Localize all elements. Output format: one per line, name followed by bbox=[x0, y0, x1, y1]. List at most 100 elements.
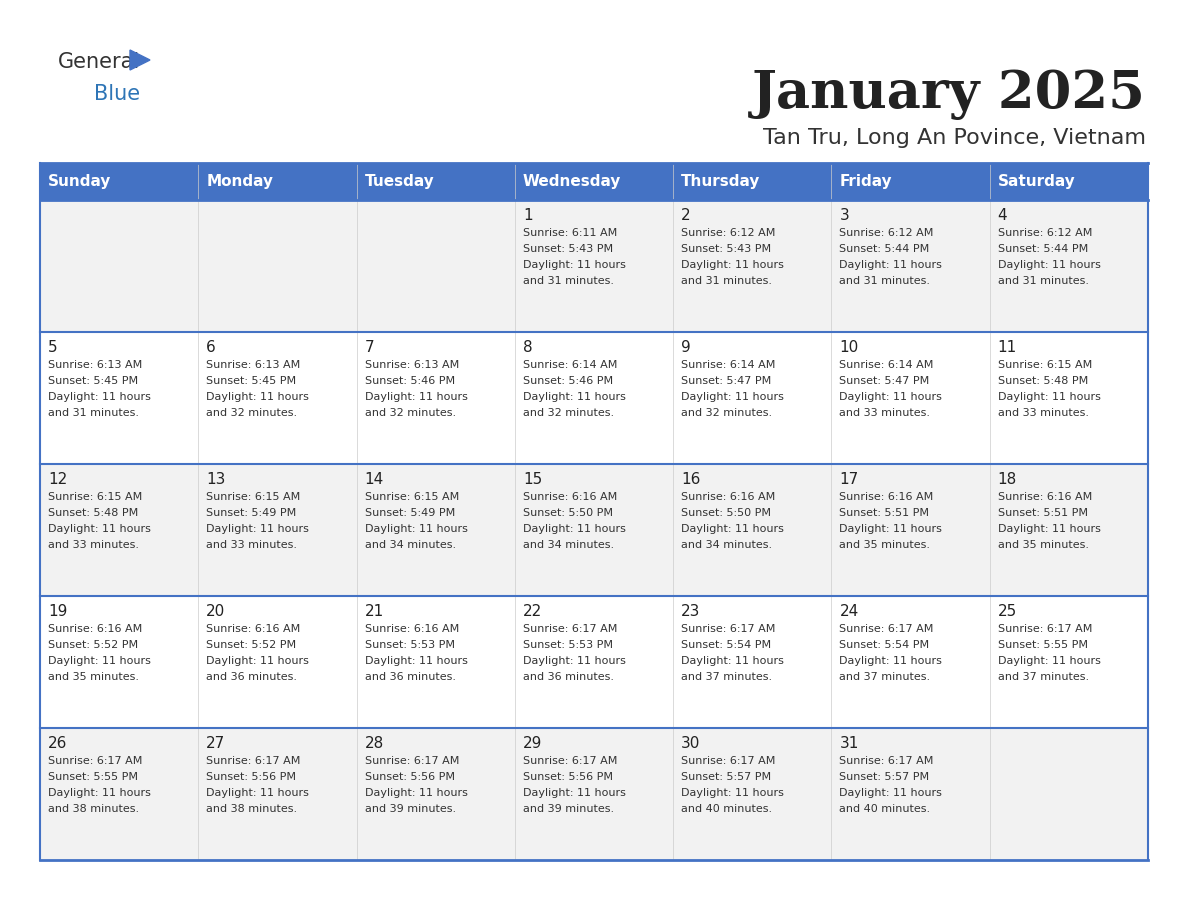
Text: Sunrise: 6:12 AM: Sunrise: 6:12 AM bbox=[840, 228, 934, 238]
Text: Tuesday: Tuesday bbox=[365, 174, 435, 189]
Text: and 35 minutes.: and 35 minutes. bbox=[998, 540, 1088, 550]
Bar bbox=[514, 163, 674, 200]
Text: and 37 minutes.: and 37 minutes. bbox=[840, 672, 930, 682]
Text: Daylight: 11 hours: Daylight: 11 hours bbox=[207, 392, 309, 402]
Text: Sunrise: 6:16 AM: Sunrise: 6:16 AM bbox=[207, 624, 301, 634]
Text: Sunset: 5:55 PM: Sunset: 5:55 PM bbox=[998, 640, 1088, 650]
Text: Sunrise: 6:17 AM: Sunrise: 6:17 AM bbox=[681, 624, 776, 634]
Text: Sunrise: 6:13 AM: Sunrise: 6:13 AM bbox=[207, 360, 301, 370]
Text: Sunset: 5:45 PM: Sunset: 5:45 PM bbox=[207, 376, 297, 386]
Bar bbox=[990, 464, 1148, 596]
Bar bbox=[674, 200, 832, 332]
Text: 18: 18 bbox=[998, 472, 1017, 487]
Text: Sunset: 5:44 PM: Sunset: 5:44 PM bbox=[998, 244, 1088, 254]
Text: and 38 minutes.: and 38 minutes. bbox=[207, 804, 297, 814]
Text: Saturday: Saturday bbox=[998, 174, 1075, 189]
Text: Sunrise: 6:11 AM: Sunrise: 6:11 AM bbox=[523, 228, 617, 238]
Text: and 40 minutes.: and 40 minutes. bbox=[681, 804, 772, 814]
Text: Sunrise: 6:17 AM: Sunrise: 6:17 AM bbox=[523, 756, 618, 766]
Text: Sunset: 5:53 PM: Sunset: 5:53 PM bbox=[523, 640, 613, 650]
Bar bbox=[356, 200, 514, 332]
Bar bbox=[40, 332, 198, 464]
Text: Sunset: 5:46 PM: Sunset: 5:46 PM bbox=[523, 376, 613, 386]
Text: Sunset: 5:43 PM: Sunset: 5:43 PM bbox=[681, 244, 771, 254]
Text: Daylight: 11 hours: Daylight: 11 hours bbox=[998, 260, 1100, 270]
Text: Sunrise: 6:17 AM: Sunrise: 6:17 AM bbox=[998, 624, 1092, 634]
Text: Sunrise: 6:15 AM: Sunrise: 6:15 AM bbox=[365, 492, 459, 502]
Bar bbox=[832, 728, 990, 860]
Text: 1: 1 bbox=[523, 208, 532, 223]
Text: and 36 minutes.: and 36 minutes. bbox=[365, 672, 455, 682]
Text: 29: 29 bbox=[523, 736, 542, 751]
Text: and 34 minutes.: and 34 minutes. bbox=[365, 540, 456, 550]
Text: and 34 minutes.: and 34 minutes. bbox=[681, 540, 772, 550]
Text: January 2025: January 2025 bbox=[752, 70, 1146, 120]
Text: Sunset: 5:53 PM: Sunset: 5:53 PM bbox=[365, 640, 455, 650]
Text: Sunrise: 6:17 AM: Sunrise: 6:17 AM bbox=[365, 756, 459, 766]
Bar bbox=[40, 728, 198, 860]
Text: General: General bbox=[58, 52, 140, 72]
Text: Daylight: 11 hours: Daylight: 11 hours bbox=[681, 788, 784, 798]
Text: and 37 minutes.: and 37 minutes. bbox=[681, 672, 772, 682]
Text: and 40 minutes.: and 40 minutes. bbox=[840, 804, 930, 814]
Text: Daylight: 11 hours: Daylight: 11 hours bbox=[48, 656, 151, 666]
Text: Monday: Monday bbox=[207, 174, 273, 189]
Text: Daylight: 11 hours: Daylight: 11 hours bbox=[681, 260, 784, 270]
Text: and 31 minutes.: and 31 minutes. bbox=[998, 276, 1088, 286]
Bar bbox=[356, 464, 514, 596]
Text: and 39 minutes.: and 39 minutes. bbox=[365, 804, 456, 814]
Bar bbox=[514, 332, 674, 464]
Bar bbox=[674, 332, 832, 464]
Text: 2: 2 bbox=[681, 208, 690, 223]
Text: and 32 minutes.: and 32 minutes. bbox=[207, 408, 297, 418]
Text: Tan Tru, Long An Povince, Vietnam: Tan Tru, Long An Povince, Vietnam bbox=[763, 128, 1146, 148]
Text: Sunrise: 6:16 AM: Sunrise: 6:16 AM bbox=[523, 492, 617, 502]
Text: 9: 9 bbox=[681, 340, 691, 355]
Text: Sunset: 5:50 PM: Sunset: 5:50 PM bbox=[523, 508, 613, 518]
Text: Sunrise: 6:13 AM: Sunrise: 6:13 AM bbox=[365, 360, 459, 370]
Text: Friday: Friday bbox=[840, 174, 892, 189]
Text: and 33 minutes.: and 33 minutes. bbox=[48, 540, 139, 550]
Text: Sunset: 5:43 PM: Sunset: 5:43 PM bbox=[523, 244, 613, 254]
Text: Sunset: 5:48 PM: Sunset: 5:48 PM bbox=[48, 508, 138, 518]
Text: and 31 minutes.: and 31 minutes. bbox=[681, 276, 772, 286]
Text: Daylight: 11 hours: Daylight: 11 hours bbox=[365, 392, 467, 402]
Text: Daylight: 11 hours: Daylight: 11 hours bbox=[523, 788, 626, 798]
Text: Sunset: 5:55 PM: Sunset: 5:55 PM bbox=[48, 772, 138, 782]
Text: Daylight: 11 hours: Daylight: 11 hours bbox=[681, 524, 784, 534]
Text: Sunset: 5:52 PM: Sunset: 5:52 PM bbox=[48, 640, 138, 650]
Text: Daylight: 11 hours: Daylight: 11 hours bbox=[681, 392, 784, 402]
Bar bbox=[514, 200, 674, 332]
Bar bbox=[832, 332, 990, 464]
Bar bbox=[990, 200, 1148, 332]
Text: 3: 3 bbox=[840, 208, 849, 223]
Text: Daylight: 11 hours: Daylight: 11 hours bbox=[207, 524, 309, 534]
Bar bbox=[40, 200, 198, 332]
Text: Daylight: 11 hours: Daylight: 11 hours bbox=[681, 656, 784, 666]
Text: Sunrise: 6:17 AM: Sunrise: 6:17 AM bbox=[840, 756, 934, 766]
Text: Sunset: 5:57 PM: Sunset: 5:57 PM bbox=[840, 772, 929, 782]
Text: Sunset: 5:44 PM: Sunset: 5:44 PM bbox=[840, 244, 930, 254]
Text: 5: 5 bbox=[48, 340, 58, 355]
Text: Sunrise: 6:14 AM: Sunrise: 6:14 AM bbox=[523, 360, 618, 370]
Bar bbox=[674, 464, 832, 596]
Text: Sunrise: 6:16 AM: Sunrise: 6:16 AM bbox=[681, 492, 776, 502]
Bar bbox=[990, 332, 1148, 464]
Text: Sunrise: 6:16 AM: Sunrise: 6:16 AM bbox=[365, 624, 459, 634]
Polygon shape bbox=[129, 50, 150, 70]
Text: Sunrise: 6:17 AM: Sunrise: 6:17 AM bbox=[840, 624, 934, 634]
Text: Sunset: 5:54 PM: Sunset: 5:54 PM bbox=[840, 640, 929, 650]
Text: Daylight: 11 hours: Daylight: 11 hours bbox=[840, 656, 942, 666]
Text: 6: 6 bbox=[207, 340, 216, 355]
Text: Daylight: 11 hours: Daylight: 11 hours bbox=[48, 788, 151, 798]
Text: and 39 minutes.: and 39 minutes. bbox=[523, 804, 614, 814]
Text: Daylight: 11 hours: Daylight: 11 hours bbox=[998, 392, 1100, 402]
Text: Sunrise: 6:16 AM: Sunrise: 6:16 AM bbox=[48, 624, 143, 634]
Text: 10: 10 bbox=[840, 340, 859, 355]
Text: Daylight: 11 hours: Daylight: 11 hours bbox=[840, 524, 942, 534]
Text: Daylight: 11 hours: Daylight: 11 hours bbox=[365, 524, 467, 534]
Text: Sunset: 5:48 PM: Sunset: 5:48 PM bbox=[998, 376, 1088, 386]
Text: Sunrise: 6:16 AM: Sunrise: 6:16 AM bbox=[840, 492, 934, 502]
Text: and 35 minutes.: and 35 minutes. bbox=[48, 672, 139, 682]
Bar bbox=[356, 163, 514, 200]
